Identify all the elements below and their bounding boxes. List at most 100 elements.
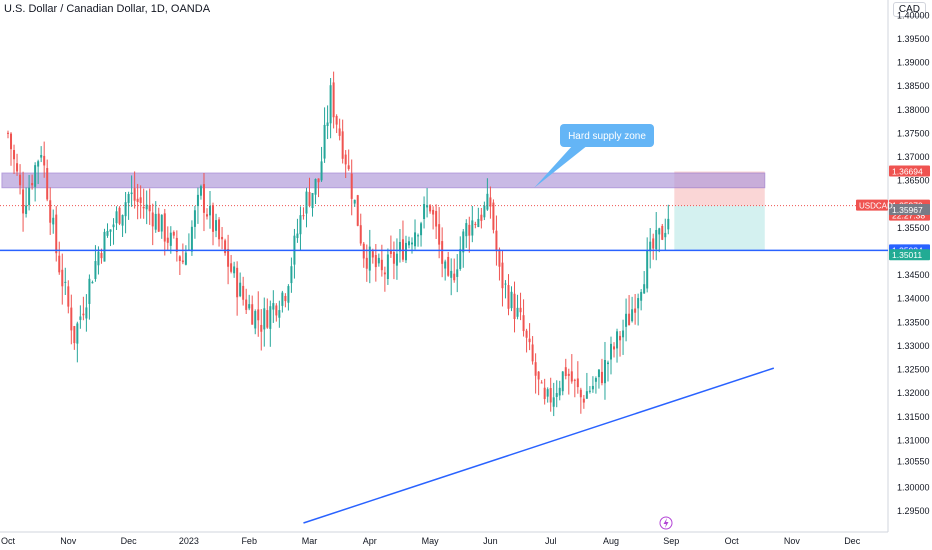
candle-body xyxy=(221,236,224,240)
y-tick-label: 1.34000 xyxy=(897,294,930,304)
x-tick-label: Mar xyxy=(302,536,318,546)
candle-body xyxy=(528,338,531,343)
candle-body xyxy=(76,323,79,344)
y-tick-label: 1.30000 xyxy=(897,483,930,493)
symbol-tag: USDCAD xyxy=(859,202,893,211)
candle-body xyxy=(655,229,658,250)
candle-body xyxy=(371,251,374,258)
candle-body xyxy=(97,251,100,266)
candle-body xyxy=(438,224,441,245)
candle-body xyxy=(398,241,401,252)
candle-body xyxy=(356,195,359,226)
x-tick-label: Jun xyxy=(483,536,498,546)
candle-body xyxy=(308,192,311,207)
candle-body xyxy=(344,154,347,165)
candle-body xyxy=(513,293,516,320)
x-tick-label: Dec xyxy=(844,536,861,546)
candle-body xyxy=(588,390,591,392)
candle-body xyxy=(73,326,76,344)
candle-body xyxy=(236,267,239,298)
candle-body xyxy=(64,281,67,283)
y-tick-label: 1.37500 xyxy=(897,128,930,138)
candle-body xyxy=(561,371,564,392)
candle-body xyxy=(477,218,480,228)
candle-body xyxy=(525,330,528,338)
candle-body xyxy=(628,313,631,326)
candle-body xyxy=(483,205,486,218)
x-tick-label: Oct xyxy=(725,536,740,546)
candle-body xyxy=(242,285,245,300)
candle-body xyxy=(380,259,383,271)
y-tick-label: 1.40000 xyxy=(897,10,930,20)
candle-body xyxy=(46,168,49,200)
candle-body xyxy=(121,215,124,226)
candle-body xyxy=(383,272,386,275)
candle-body xyxy=(600,371,603,384)
candle-body xyxy=(263,308,266,330)
candle-body xyxy=(404,242,407,261)
candle-body xyxy=(109,229,112,232)
candle-body xyxy=(199,186,202,196)
candle-body xyxy=(444,261,447,269)
y-tick-label: 1.32500 xyxy=(897,365,930,375)
candle-body xyxy=(118,207,121,224)
candle-body xyxy=(610,343,612,360)
candle-body xyxy=(224,240,227,254)
candle-body xyxy=(260,324,263,332)
candle-body xyxy=(215,220,218,231)
currency-button[interactable]: CAD xyxy=(892,2,926,17)
candle-body xyxy=(429,205,432,212)
candle-body xyxy=(495,230,498,252)
candle-body xyxy=(338,128,341,136)
candle-body xyxy=(230,263,233,272)
candle-body xyxy=(37,161,40,167)
candle-body xyxy=(519,307,522,313)
candle-body xyxy=(94,261,97,279)
candle-body xyxy=(326,122,329,127)
candle-body xyxy=(537,371,540,380)
candle-body xyxy=(103,231,106,262)
candle-body xyxy=(414,232,417,247)
candle-body xyxy=(613,346,616,350)
candle-body xyxy=(55,214,58,254)
candle-body xyxy=(28,187,31,206)
stop-price-tag-bg xyxy=(889,165,930,177)
candle-body xyxy=(423,204,426,220)
candle-body xyxy=(407,241,410,246)
candle-body xyxy=(597,369,600,378)
candle-body xyxy=(417,235,420,237)
x-tick-label: 2023 xyxy=(179,536,199,546)
x-tick-label: May xyxy=(422,536,440,546)
candle-body xyxy=(616,331,619,349)
candle-body xyxy=(184,252,187,265)
candle-body xyxy=(661,225,664,240)
candle-body xyxy=(314,178,317,195)
candle-body xyxy=(507,285,510,309)
candle-body xyxy=(151,212,154,227)
symbol-tag-bg xyxy=(856,199,888,211)
candle-body xyxy=(112,224,115,228)
candle-body xyxy=(625,313,628,327)
candle-body xyxy=(22,189,25,214)
candle-body xyxy=(7,132,9,134)
candle-body xyxy=(202,184,205,213)
supply-zone xyxy=(1,172,766,189)
candle-body xyxy=(166,237,169,243)
candle-body xyxy=(540,382,543,384)
candle-body xyxy=(667,218,670,230)
candle-body xyxy=(516,307,519,317)
candle-body xyxy=(82,313,85,316)
candle-body xyxy=(603,359,606,384)
candle-body xyxy=(543,387,546,400)
target-price-tag-bg xyxy=(889,249,930,261)
x-tick-label: Nov xyxy=(60,536,77,546)
y-tick-label: 1.35500 xyxy=(897,223,930,233)
candle-body xyxy=(640,291,643,301)
y-tick-label: 1.29500 xyxy=(897,506,930,516)
candle-body xyxy=(172,232,175,236)
candle-body xyxy=(272,303,275,310)
candle-body xyxy=(281,292,284,306)
x-tick-label: Dec xyxy=(121,536,138,546)
candle-body xyxy=(664,232,667,238)
